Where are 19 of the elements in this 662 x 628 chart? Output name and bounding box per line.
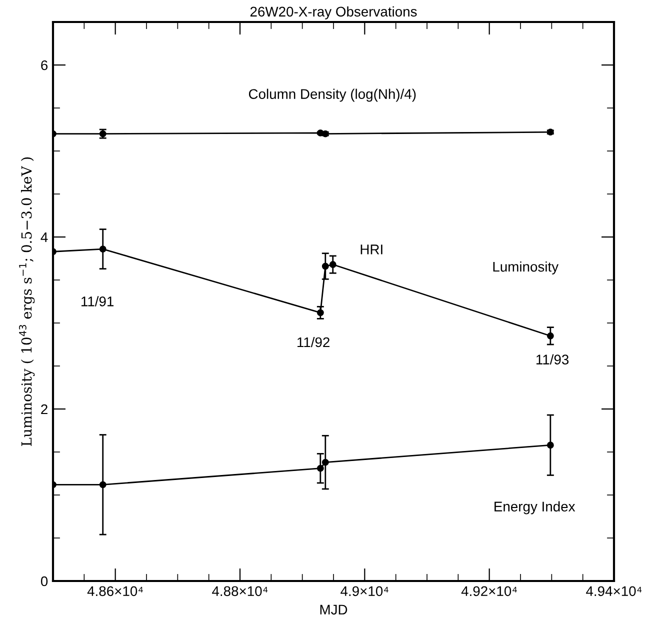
annotation: 11/91 (82, 296, 114, 306)
x-tick-label: 4.86×10⁴ (87, 586, 143, 596)
y-tick-label: 2 (41, 404, 48, 414)
annotation: Column Density (log(Nh)/4) (248, 88, 416, 102)
annotation: 11/92 (298, 336, 330, 348)
x-tick-label: 4.94×10⁴ (586, 586, 642, 596)
annotation: Energy Index (494, 501, 576, 514)
y-axis-title: Luminosity ( 10$^{43}$ ergs s$^{−1}$; 0.5−3.0 keV ) (19, 157, 35, 446)
annotation: Luminosity (493, 261, 559, 274)
x-tick-label: 4.9×10⁴ (340, 586, 388, 596)
chart-title: 26W20-X-ray Observations (250, 6, 417, 20)
x-axis-title: MJD (320, 604, 348, 615)
annotation: 11/93 (536, 354, 569, 364)
y-tick-label: 6 (41, 60, 48, 70)
y-tick-label: 4 (40, 232, 48, 242)
annotation: HRI (360, 244, 382, 254)
y-tick-label: 0 (40, 576, 48, 586)
x-tick-label: 4.88×10⁴ (212, 586, 268, 596)
x-tick-label: 4.92×10⁴ (461, 586, 517, 596)
